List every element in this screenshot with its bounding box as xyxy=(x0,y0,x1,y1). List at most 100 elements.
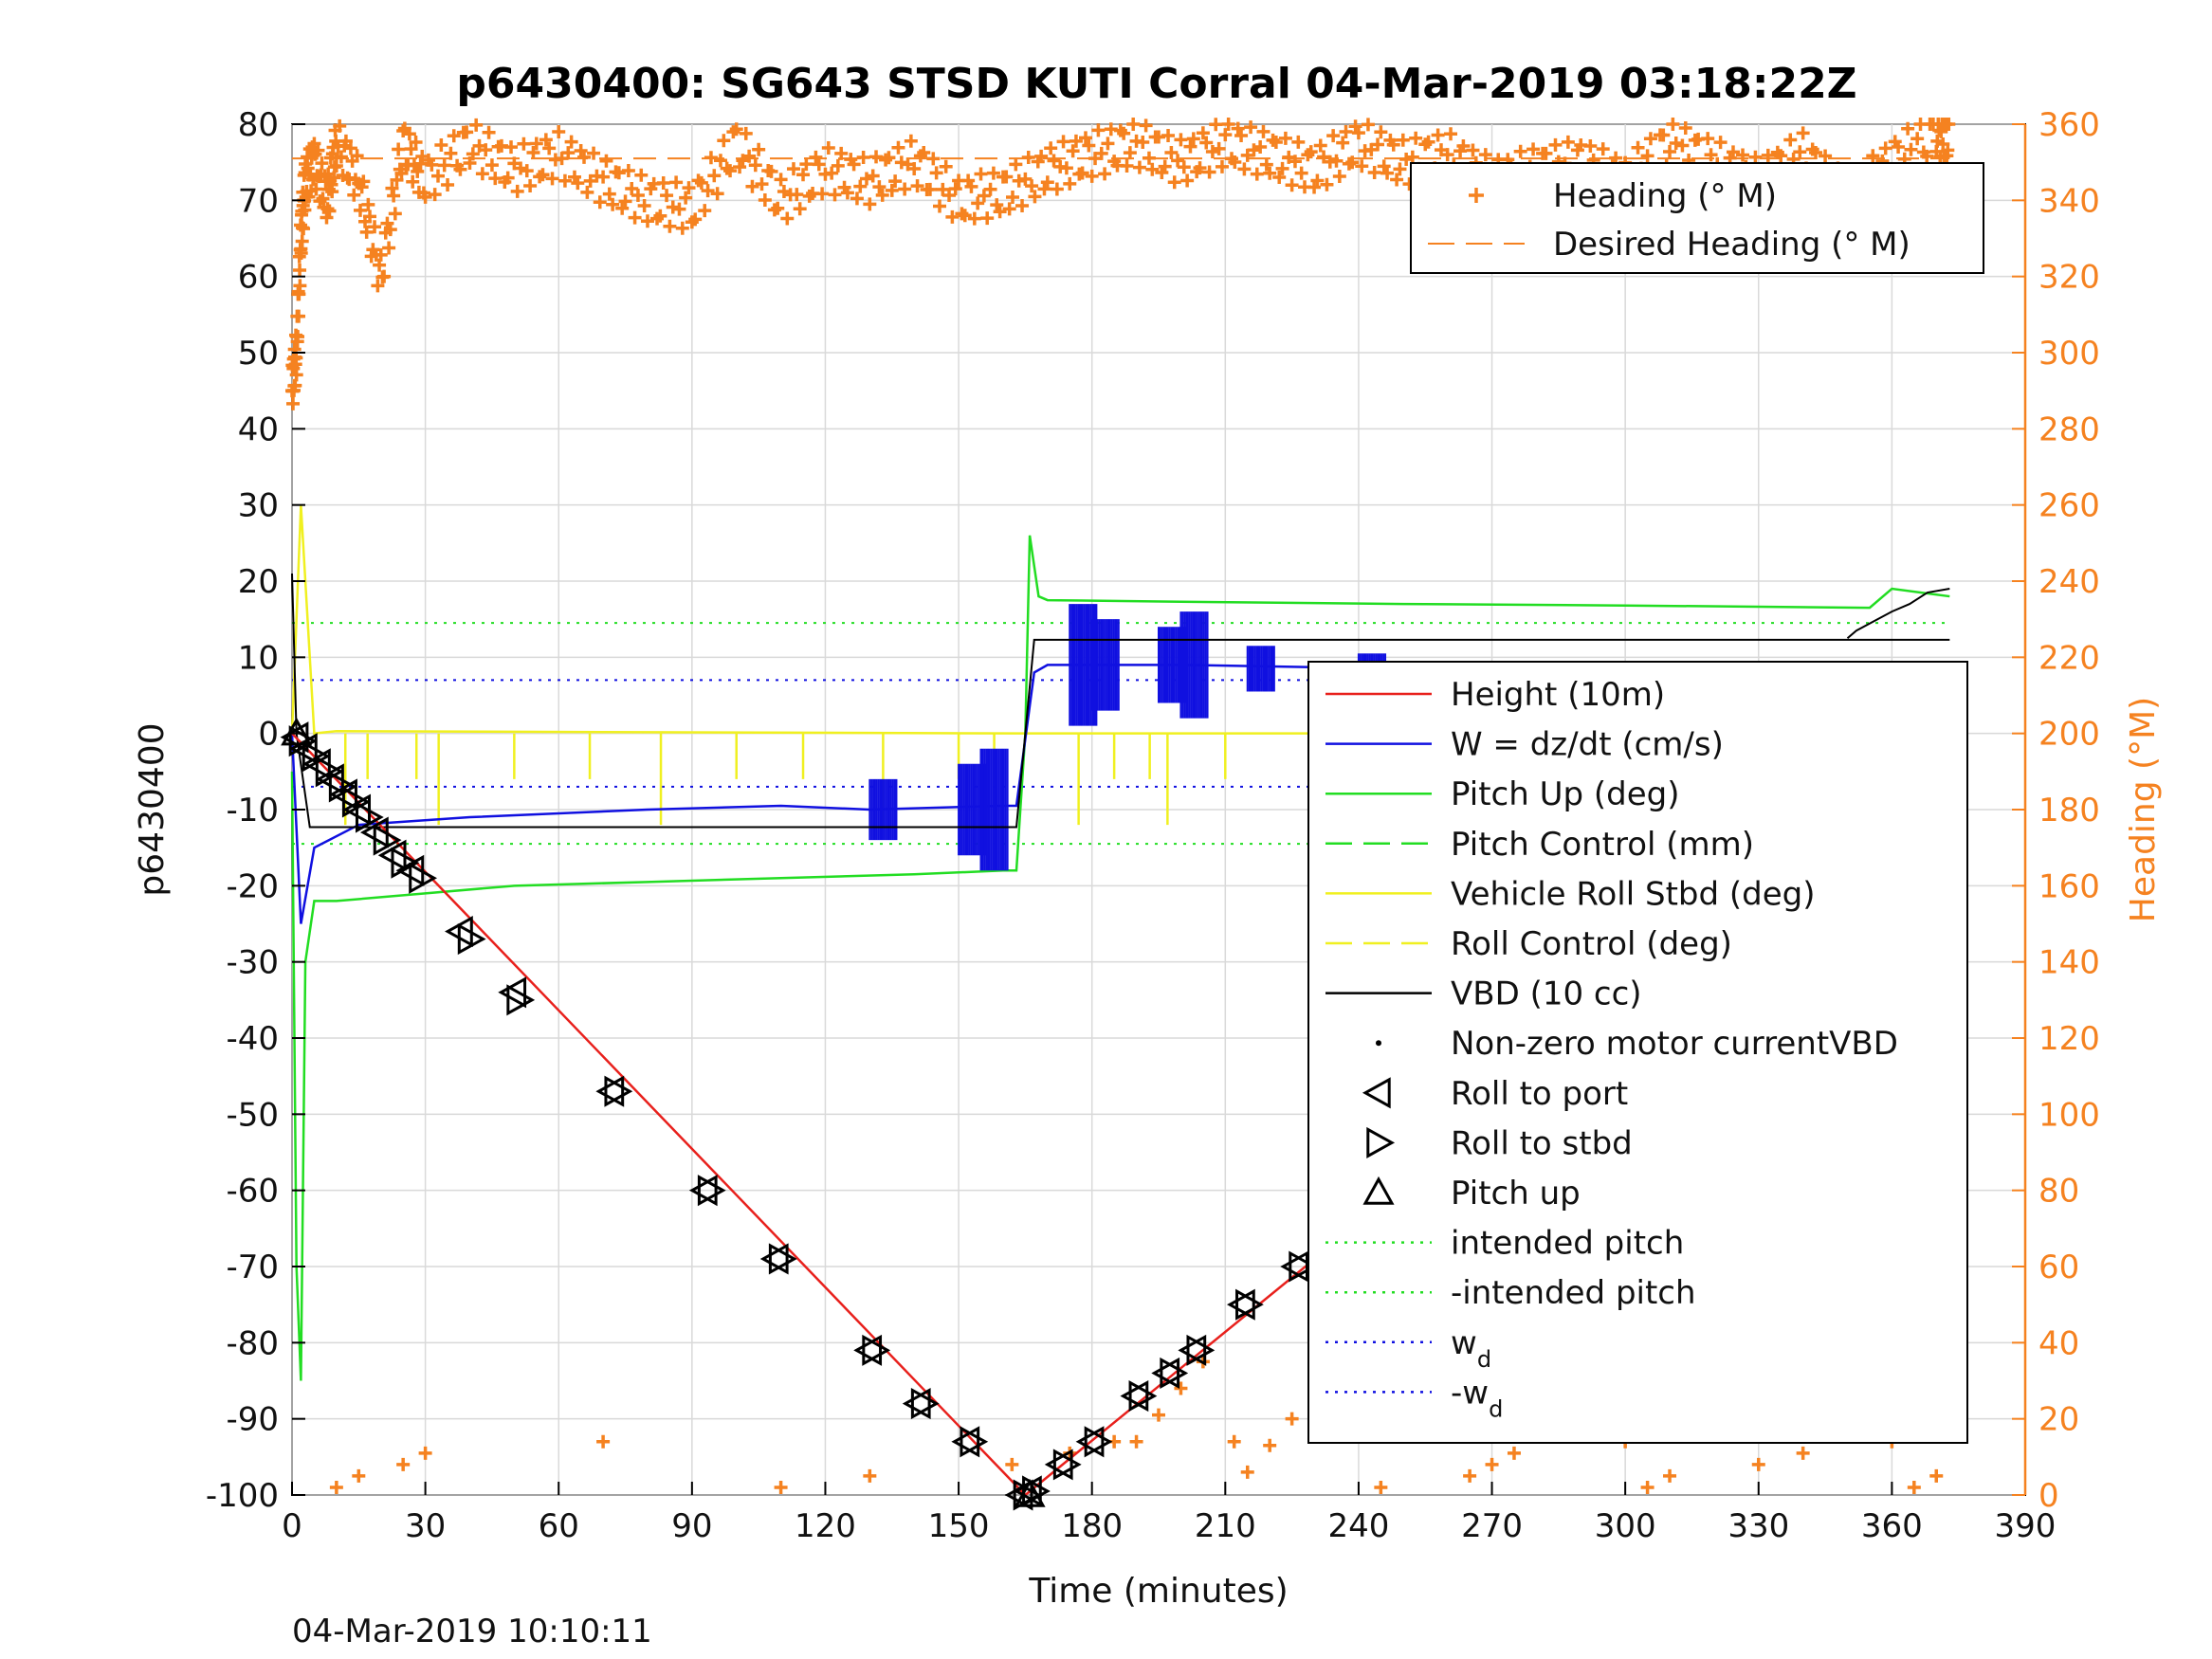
y-tick-label: -60 xyxy=(226,1173,279,1211)
heading-point xyxy=(1351,126,1365,140)
heading-point xyxy=(1386,137,1400,152)
heading-point xyxy=(338,134,353,148)
heading-point xyxy=(1507,1446,1521,1460)
heading-point xyxy=(411,164,425,178)
roll-stbd-marker xyxy=(697,1175,726,1207)
heading-point xyxy=(688,212,703,227)
legend-main-swatch xyxy=(1376,1040,1381,1047)
w-noise xyxy=(868,604,1387,871)
legend-main-label-text: W = dz/dt (cm/s) xyxy=(1451,726,1724,764)
heading-point xyxy=(1901,121,1915,136)
heading-point xyxy=(289,368,303,382)
heading-point xyxy=(894,155,908,170)
roll-port-marker xyxy=(951,1426,980,1458)
heading-point xyxy=(359,225,374,239)
heading-point xyxy=(539,133,553,147)
legend-main-label: VBD (10 cc) xyxy=(1451,975,1642,1013)
heading-point xyxy=(1393,162,1407,176)
heading-point xyxy=(295,234,309,248)
roll-stbd-marker xyxy=(1084,1426,1113,1458)
heading-point xyxy=(666,200,680,214)
heading-point xyxy=(1005,190,1019,204)
x-tick-label: 150 xyxy=(928,1507,990,1545)
heading-point xyxy=(872,180,887,194)
heading-point xyxy=(1421,135,1435,149)
y-tick-label: 30 xyxy=(238,487,279,525)
heading-point xyxy=(1678,121,1692,136)
legend-main-label: -intended pitch xyxy=(1451,1274,1696,1312)
heading-point xyxy=(545,172,559,186)
heading-point xyxy=(593,195,607,210)
y2-tick-label: 240 xyxy=(2038,563,2100,601)
heading-point xyxy=(1244,120,1258,135)
reference-lines xyxy=(292,622,1950,846)
roll-stbd-marker xyxy=(1186,1334,1216,1366)
y-tick-label: -10 xyxy=(226,792,279,830)
heading-point xyxy=(853,179,868,193)
heading-point xyxy=(1920,149,1934,163)
heading-point xyxy=(1152,1408,1165,1422)
heading-point xyxy=(1440,148,1454,162)
heading-point xyxy=(1050,182,1064,196)
heading-point xyxy=(1796,1446,1810,1460)
heading-point xyxy=(764,164,778,178)
heading-point xyxy=(1675,138,1690,153)
legend-main-label-text: -w xyxy=(1451,1374,1489,1412)
heading-point xyxy=(1012,173,1026,188)
roll-port-marker xyxy=(853,1334,883,1366)
heading-point xyxy=(514,161,528,175)
heading-point xyxy=(291,330,305,344)
y-tick-label: 70 xyxy=(238,182,279,220)
y-tick-label: 80 xyxy=(238,106,279,144)
heading-point xyxy=(891,140,905,155)
heading-point xyxy=(1171,154,1185,168)
heading-point xyxy=(698,204,712,218)
heading-point xyxy=(815,187,830,201)
heading-point xyxy=(799,157,814,172)
heading-point xyxy=(752,142,766,156)
heading-point xyxy=(986,166,1000,180)
heading-point xyxy=(447,129,461,143)
heading-point xyxy=(748,158,762,173)
heading-point xyxy=(1066,144,1080,158)
heading-point xyxy=(999,170,1014,184)
x-tick-label: 60 xyxy=(539,1507,579,1545)
heading-point xyxy=(904,134,918,148)
heading-point xyxy=(596,1434,611,1449)
heading-point xyxy=(1002,202,1016,216)
heading-point xyxy=(333,118,347,133)
pitch-up-marker xyxy=(1014,1478,1046,1507)
roll-stbd-marker xyxy=(506,984,536,1016)
heading-point xyxy=(1025,179,1039,193)
heading-point xyxy=(322,204,337,218)
heading-point xyxy=(350,149,364,163)
heading-point xyxy=(1374,1480,1388,1494)
y-tick-label: -50 xyxy=(226,1096,279,1134)
heading-point xyxy=(1034,149,1049,163)
heading-point xyxy=(1669,137,1683,151)
roll-port-marker xyxy=(1075,1426,1105,1458)
y2-tick-label: 360 xyxy=(2038,106,2100,144)
roll-stbd-marker xyxy=(1160,1357,1189,1390)
heading-point xyxy=(561,146,576,160)
heading-point xyxy=(1631,140,1645,155)
heading-point xyxy=(1272,170,1287,184)
heading-point xyxy=(441,178,455,192)
y2-tick-label: 100 xyxy=(2038,1096,2100,1134)
heading-point xyxy=(1561,135,1575,149)
heading-point xyxy=(1355,159,1369,173)
roll-port-marker xyxy=(1280,1250,1308,1283)
heading-point xyxy=(1091,123,1106,137)
heading-point xyxy=(1291,135,1306,149)
pitch-up-marker xyxy=(281,717,313,746)
heading-point xyxy=(1910,132,1925,146)
heading-point xyxy=(929,166,943,180)
heading-point xyxy=(606,197,620,211)
heading-point xyxy=(1059,161,1073,175)
heading-point xyxy=(1726,145,1740,159)
heading-point xyxy=(363,210,377,224)
heading-point xyxy=(1361,118,1375,132)
y-tick-label: -70 xyxy=(226,1249,279,1286)
heading-point xyxy=(1015,199,1030,213)
legend-main-label-text: Pitch Control (mm) xyxy=(1451,826,1754,864)
